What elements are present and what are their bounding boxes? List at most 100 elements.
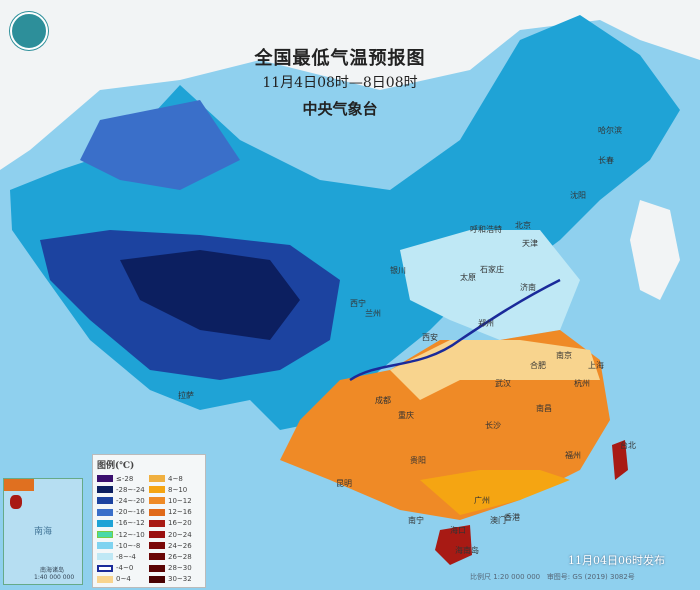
city-label: 西安 — [422, 333, 438, 342]
city-label: 拉萨 — [178, 391, 194, 400]
city-label: 上海 — [588, 361, 604, 370]
map-title: 全国最低气温预报图 — [254, 48, 426, 69]
extreme-cold — [120, 250, 300, 340]
legend-swatch — [97, 575, 113, 583]
taiwan — [612, 440, 628, 480]
legend-item: 4~8 — [149, 473, 201, 484]
legend-swatch — [149, 519, 165, 527]
publish-time: 11月04日06时发布 — [568, 554, 665, 567]
cool-south — [390, 340, 600, 400]
legend-item: ≤-28 — [97, 473, 149, 484]
city-label: 香港 — [504, 513, 520, 522]
legend-swatch — [149, 486, 165, 494]
legend-swatch — [97, 497, 113, 505]
legend-swatch — [149, 497, 165, 505]
legend-swatch — [149, 542, 165, 550]
legend: 图例(℃) ≤-28 -28~-24 -24~-20 -20~-16 -16~-12 -1… — [92, 454, 206, 588]
city-label: 长沙 — [485, 421, 501, 430]
legend-swatch — [97, 508, 113, 516]
legend-label: 12~16 — [168, 508, 192, 517]
legend-item: 20~24 — [149, 529, 201, 540]
city-label: 西宁 — [350, 299, 366, 308]
south-china-sea-inset: 南海 南海诸岛 1:40 000 000 — [3, 478, 83, 585]
legend-item: -4~0 — [97, 563, 149, 574]
city-label: 海南岛 — [455, 546, 479, 555]
city-label: 福州 — [565, 451, 581, 460]
legend-label: 24~26 — [168, 541, 192, 550]
city-label: 南宁 — [408, 516, 424, 525]
city-label: 武汉 — [495, 379, 511, 388]
legend-item: 26~28 — [149, 551, 201, 562]
legend-label: -10~-8 — [116, 541, 141, 550]
city-label: 天津 — [522, 239, 538, 248]
city-label: 南京 — [556, 351, 572, 360]
legend-swatch — [149, 575, 165, 583]
legend-item: 24~26 — [149, 540, 201, 551]
legend-swatch — [149, 531, 165, 539]
legend-label: 10~12 — [168, 496, 192, 505]
city-label: 银川 — [390, 266, 406, 275]
legend-item: -8~-4 — [97, 551, 149, 562]
scale: 比例尺 1:20 000 000 — [470, 573, 541, 581]
legend-label: -12~-10 — [116, 530, 145, 539]
legend-item: 16~20 — [149, 518, 201, 529]
forecast-period: 11月4日08时—8日08时 — [262, 75, 418, 91]
legend-swatch — [97, 519, 113, 527]
legend-label: 28~30 — [168, 564, 192, 573]
legend-swatch — [149, 475, 165, 483]
city-label: 太原 — [460, 273, 476, 282]
legend-item: 0~4 — [97, 574, 149, 585]
korea-land — [630, 200, 680, 300]
legend-swatch — [97, 531, 113, 539]
city-label: 昆明 — [336, 479, 352, 488]
city-label: 北京 — [515, 221, 531, 230]
city-label: 沈阳 — [570, 191, 586, 200]
city-label: 济南 — [520, 283, 536, 292]
city-label: 南昌 — [536, 404, 552, 413]
hainan — [435, 525, 472, 565]
city-label: 海口 — [450, 526, 466, 535]
city-label: 石家庄 — [480, 265, 504, 274]
map-number: 审图号: GS (2019) 3082号 — [546, 573, 635, 581]
legend-label: -24~-20 — [116, 496, 145, 505]
legend-label: 4~8 — [168, 474, 183, 483]
legend-swatch — [149, 553, 165, 561]
legend-swatch — [97, 486, 113, 494]
inset-sea-label: 南海 — [34, 527, 53, 537]
city-label: 台北 — [620, 441, 636, 450]
city-label: 澳门 — [490, 516, 506, 525]
legend-label: -4~0 — [116, 564, 134, 573]
legend-item: 28~30 — [149, 563, 201, 574]
legend-swatch — [97, 475, 113, 483]
legend-item: 8~10 — [149, 484, 201, 495]
legend-swatch — [97, 542, 113, 550]
city-label: 贵阳 — [410, 456, 426, 465]
legend-swatch — [149, 508, 165, 516]
city-label: 哈尔滨 — [598, 126, 622, 135]
cma-logo — [10, 12, 48, 50]
legend-swatch — [97, 553, 113, 561]
city-label: 重庆 — [398, 411, 414, 420]
inset-scale: 1:40 000 000 — [34, 574, 75, 581]
legend-item: -10~-8 — [97, 540, 149, 551]
legend-item: -24~-20 — [97, 495, 149, 506]
legend-item: -12~-10 — [97, 529, 149, 540]
city-label: 长春 — [598, 156, 614, 165]
city-label: 广州 — [474, 496, 490, 505]
legend-swatch — [97, 564, 113, 572]
legend-swatch — [149, 564, 165, 572]
legend-label: 16~20 — [168, 519, 192, 528]
land-neighbors — [0, 0, 700, 170]
legend-item: -20~-16 — [97, 507, 149, 518]
city-label: 郑州 — [478, 319, 494, 328]
legend-item: 12~16 — [149, 507, 201, 518]
legend-item: -28~-24 — [97, 484, 149, 495]
legend-item: -16~-12 — [97, 518, 149, 529]
issuer: 中央气象台 — [302, 100, 378, 118]
legend-label: -20~-16 — [116, 508, 145, 517]
city-label: 兰州 — [365, 309, 381, 318]
legend-label: 0~4 — [116, 575, 131, 584]
legend-label: 20~24 — [168, 530, 192, 539]
legend-title: 图例(℃) — [97, 461, 135, 471]
